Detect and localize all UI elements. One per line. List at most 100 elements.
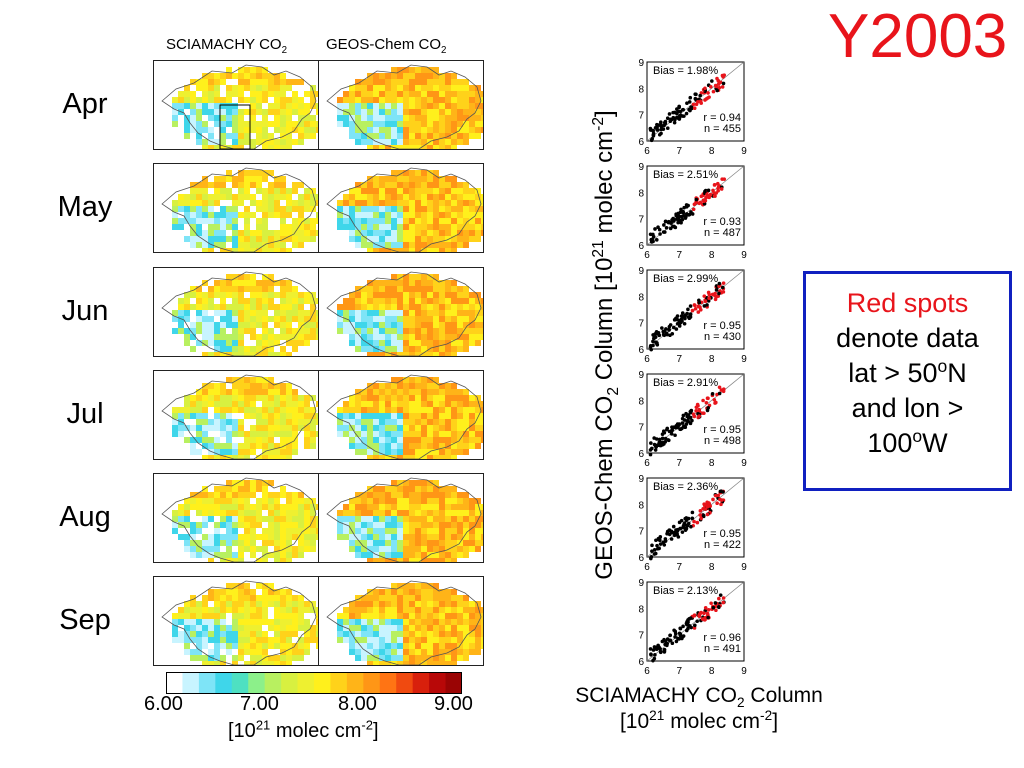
black-point	[688, 312, 693, 316]
red-point	[701, 398, 705, 403]
y-tick-label: 8	[638, 292, 644, 303]
geos-chem-map-apr	[318, 60, 484, 150]
red-point	[693, 306, 698, 311]
black-point	[680, 421, 685, 425]
black-point	[649, 652, 653, 657]
black-point	[670, 641, 675, 645]
scatter-plot-jun: 6 7 8 9 6 7 8 9 Bias = 2.99% r = 0.95n = 430	[638, 266, 747, 365]
x-tick-label: 8	[709, 666, 715, 677]
black-point	[658, 542, 663, 546]
black-point	[680, 635, 685, 639]
month-label-jun: Jun	[61, 295, 109, 327]
colorbar-swatch	[379, 672, 397, 694]
red-point	[716, 493, 721, 498]
black-point	[648, 452, 653, 457]
black-point	[677, 322, 682, 327]
black-point	[683, 424, 687, 428]
black-point	[690, 418, 694, 423]
x-tick-label: 9	[741, 250, 747, 261]
black-point	[658, 232, 662, 236]
colorbar-swatch	[330, 672, 348, 694]
colorbar-swatch	[281, 672, 299, 694]
bias-label: Bias = 1.98%	[653, 65, 718, 77]
y-tick-label: 9	[638, 474, 644, 485]
x-tick-label: 9	[741, 458, 747, 469]
black-point	[664, 331, 669, 336]
black-point	[667, 528, 672, 533]
colorbar-tick-label: 8.00	[338, 693, 377, 715]
x-tick-label: 7	[677, 458, 683, 469]
black-point	[718, 593, 723, 597]
red-point	[714, 608, 718, 613]
red-point	[695, 520, 700, 525]
red-point	[717, 284, 721, 289]
red-point	[708, 193, 712, 198]
bias-label: Bias = 2.36%	[653, 481, 718, 493]
x-tick-label: 8	[709, 250, 715, 261]
red-point	[692, 106, 697, 111]
y-tick-label: 7	[638, 319, 644, 330]
black-point	[673, 433, 677, 438]
red-point	[692, 202, 697, 207]
black-point	[649, 441, 653, 445]
red-point	[703, 86, 707, 91]
red-point	[708, 504, 713, 508]
n-label: n = 455	[704, 123, 741, 135]
black-point	[655, 128, 660, 132]
black-point	[649, 347, 654, 352]
red-point	[717, 385, 722, 390]
black-point	[689, 210, 693, 214]
black-point	[662, 333, 667, 338]
black-point	[706, 405, 711, 410]
black-point	[680, 319, 684, 323]
black-point	[658, 443, 663, 448]
x-tick-label: 8	[709, 146, 715, 157]
black-point	[654, 238, 659, 242]
black-point	[683, 216, 688, 220]
red-point	[692, 613, 697, 617]
black-point	[688, 95, 693, 100]
r-label: r = 0.95	[703, 424, 741, 436]
red-point	[720, 73, 725, 78]
red-point	[717, 596, 721, 601]
colorbar-swatch	[215, 672, 233, 694]
black-point	[715, 88, 720, 93]
colorbar-swatch	[198, 672, 216, 694]
black-point	[659, 124, 664, 129]
black-point	[659, 120, 663, 124]
geos-chem-map-jun	[318, 267, 484, 357]
black-point	[662, 230, 667, 234]
callout-line-4: and lon >	[851, 393, 964, 424]
black-point	[669, 537, 674, 541]
red-point	[719, 502, 723, 507]
y-tick-label: 9	[638, 58, 644, 69]
x-tick-label: 6	[644, 458, 650, 469]
black-point	[678, 109, 683, 114]
black-point	[697, 300, 702, 305]
red-point	[697, 407, 702, 412]
month-label-may: May	[57, 191, 113, 223]
black-point	[680, 217, 685, 222]
y-tick-label: 9	[638, 162, 644, 173]
black-point	[660, 436, 665, 441]
red-point	[692, 519, 696, 524]
black-point	[680, 416, 685, 421]
colorbar	[166, 672, 462, 694]
x-tick-label: 6	[644, 562, 650, 573]
y-tick-label: 9	[638, 266, 644, 277]
black-point	[672, 224, 676, 229]
y-tick-label: 6	[638, 657, 644, 668]
black-point	[655, 125, 659, 129]
black-point	[651, 658, 655, 663]
red-point	[720, 85, 725, 89]
red-point	[718, 497, 722, 502]
red-point	[691, 207, 696, 212]
black-point	[720, 285, 725, 290]
red-point	[709, 601, 713, 606]
black-point	[669, 221, 673, 225]
month-label-jul: Jul	[66, 398, 104, 430]
black-point	[666, 438, 670, 442]
black-point	[681, 413, 686, 418]
black-point	[681, 624, 685, 629]
black-point	[678, 526, 683, 531]
